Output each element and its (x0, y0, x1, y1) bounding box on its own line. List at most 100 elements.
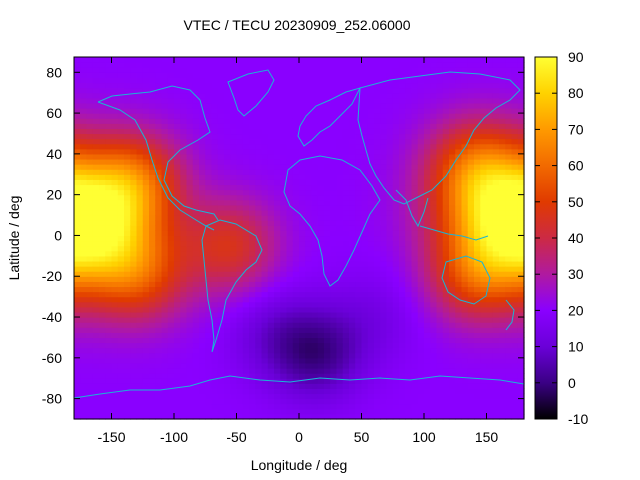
heatmap-cell (317, 225, 325, 231)
heatmap-cell (242, 327, 250, 333)
heatmap-cell (111, 281, 119, 288)
heatmap-cell (374, 128, 381, 135)
heatmap-cell (167, 62, 175, 68)
heatmap-cell (105, 143, 113, 150)
heatmap-cell (374, 240, 381, 247)
heatmap-cell (130, 383, 138, 390)
heatmap-cell (111, 393, 119, 400)
heatmap-cell (499, 133, 506, 140)
heatmap-cell (180, 143, 188, 150)
heatmap-cell (417, 332, 425, 339)
heatmap-cell (149, 332, 156, 339)
heatmap-cell (392, 148, 400, 155)
heatmap-cell (430, 327, 438, 333)
heatmap-cell (99, 102, 106, 109)
heatmap-cell (267, 113, 275, 119)
heatmap-cell (399, 133, 406, 140)
heatmap-cell (342, 164, 350, 170)
heatmap-cell (242, 87, 250, 94)
heatmap-cell (492, 107, 500, 114)
heatmap-cell (180, 184, 188, 191)
heatmap-cell (217, 225, 225, 231)
heatmap-cell (461, 306, 469, 313)
heatmap-cell (324, 194, 331, 201)
heatmap-cell (199, 281, 206, 288)
heatmap-cell (286, 87, 294, 94)
heatmap-cell (292, 362, 300, 369)
heatmap-cell (299, 260, 306, 267)
heatmap-cell (80, 184, 88, 191)
heatmap-cell (392, 311, 400, 318)
heatmap-cell (111, 215, 119, 221)
heatmap-cell (161, 260, 169, 267)
heatmap-cell (280, 393, 288, 400)
heatmap-cell (242, 413, 250, 420)
heatmap-cell (405, 322, 413, 328)
heatmap-cell (117, 306, 125, 313)
heatmap-cell (211, 113, 219, 119)
heatmap-cell (505, 118, 513, 124)
heatmap-cell (424, 306, 431, 313)
heatmap-cell (292, 352, 300, 359)
heatmap-cell (192, 164, 200, 170)
heatmap-cell (236, 306, 244, 313)
heatmap-cell (236, 138, 244, 145)
heatmap-cell (330, 317, 338, 323)
heatmap-cell (167, 332, 175, 339)
heatmap-cell (311, 357, 319, 364)
x-axis-label: Longitude / deg (250, 457, 348, 473)
heatmap-cell (399, 128, 406, 135)
heatmap-cell (461, 240, 469, 247)
heatmap-cell (411, 225, 419, 231)
heatmap-cell (217, 148, 225, 155)
heatmap-cell (211, 413, 219, 420)
heatmap-cell (86, 107, 94, 114)
heatmap-cell (192, 296, 200, 303)
heatmap-cell (342, 230, 350, 237)
heatmap-cell (217, 388, 225, 395)
heatmap-cell (474, 276, 481, 282)
heatmap-cell (261, 164, 269, 170)
heatmap-cell (130, 97, 138, 104)
heatmap-cell (317, 296, 325, 303)
heatmap-cell (505, 322, 513, 328)
heatmap-cell (436, 378, 444, 384)
heatmap-cell (274, 357, 281, 364)
heatmap-cell (374, 388, 381, 395)
heatmap-cell (142, 347, 150, 354)
heatmap-cell (249, 408, 256, 415)
heatmap-cell (236, 158, 244, 165)
heatmap-cell (180, 158, 188, 165)
heatmap-cell (499, 276, 506, 282)
heatmap-cell (155, 322, 163, 328)
heatmap-cell (280, 352, 288, 359)
heatmap-cell (211, 260, 219, 267)
heatmap-cell (511, 296, 519, 303)
heatmap-cell (474, 393, 481, 400)
heatmap-cell (311, 189, 319, 196)
heatmap-cell (274, 148, 281, 155)
heatmap-cell (399, 255, 406, 262)
heatmap-cell (192, 373, 200, 379)
heatmap-cell (86, 235, 94, 242)
heatmap-cell (192, 245, 200, 252)
heatmap-cell (417, 230, 425, 237)
heatmap-cell (299, 362, 306, 369)
heatmap-cell (355, 250, 363, 257)
heatmap-cell (149, 164, 156, 170)
heatmap-cell (280, 225, 288, 231)
heatmap-cell (349, 327, 356, 333)
heatmap-cell (330, 322, 338, 328)
heatmap-cell (505, 199, 513, 206)
heatmap-cell (167, 199, 175, 206)
heatmap-cell (155, 164, 163, 170)
heatmap-cell (374, 352, 381, 359)
heatmap-cell (92, 403, 100, 410)
heatmap-cell (149, 306, 156, 313)
heatmap-cell (480, 413, 488, 420)
heatmap-cell (324, 164, 331, 170)
heatmap-cell (355, 296, 363, 303)
heatmap-cell (342, 148, 350, 155)
heatmap-cell (155, 72, 163, 78)
heatmap-cell (380, 97, 388, 104)
